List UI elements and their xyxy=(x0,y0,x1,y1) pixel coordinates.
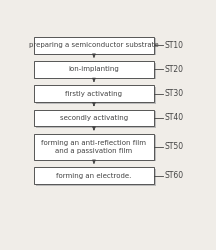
Text: ST30: ST30 xyxy=(164,89,183,98)
Text: ST10: ST10 xyxy=(164,41,183,50)
Text: ST20: ST20 xyxy=(164,65,183,74)
Bar xyxy=(36,168,156,186)
Text: ST40: ST40 xyxy=(164,114,183,122)
Text: forming an electrode.: forming an electrode. xyxy=(56,172,132,178)
Text: ST50: ST50 xyxy=(164,142,183,151)
Bar xyxy=(36,38,156,55)
Bar xyxy=(34,37,154,54)
Text: forming an anti-reflection film
and a passivation film: forming an anti-reflection film and a pa… xyxy=(41,140,146,153)
Bar xyxy=(34,61,154,78)
Bar xyxy=(34,110,154,126)
Bar xyxy=(36,111,156,128)
Bar xyxy=(36,87,156,104)
Bar xyxy=(36,62,156,80)
Text: preparing a semiconductor substrate: preparing a semiconductor substrate xyxy=(29,42,159,48)
Text: secondly activating: secondly activating xyxy=(60,115,128,121)
Bar xyxy=(36,135,156,161)
Text: ST60: ST60 xyxy=(164,171,183,180)
Text: firstly activating: firstly activating xyxy=(65,91,122,97)
Bar xyxy=(34,85,154,102)
Bar xyxy=(34,167,154,184)
Bar xyxy=(34,134,154,160)
Text: ion-implanting: ion-implanting xyxy=(69,66,119,72)
